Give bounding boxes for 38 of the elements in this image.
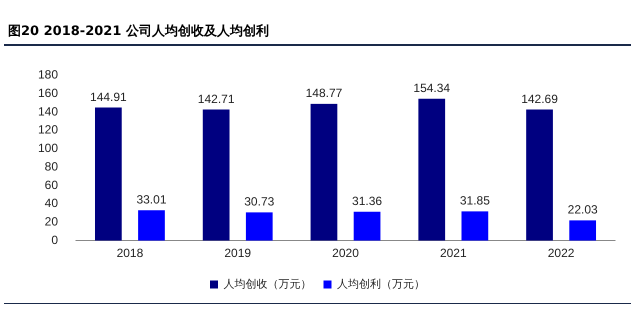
legend-label: 人均创利（万元）: [337, 277, 425, 290]
x-tick-label: 2021: [440, 246, 467, 260]
bar: [310, 104, 338, 241]
y-tick-label: 160: [38, 86, 58, 100]
data-label: 148.77: [306, 86, 343, 100]
y-tick-label: 20: [44, 214, 58, 229]
data-label: 30.73: [244, 194, 275, 209]
y-tick-label: 40: [44, 196, 58, 210]
y-tick-label: 80: [44, 159, 58, 174]
chart-title: 图20 2018-2021 公司人均创收及人均创利: [8, 23, 269, 40]
bar: [202, 109, 230, 241]
bar: [354, 212, 380, 241]
data-label: 33.01: [136, 192, 167, 207]
x-tick-label: 2022: [548, 246, 575, 260]
bar: [138, 210, 165, 241]
y-tick-label: 60: [44, 178, 58, 192]
x-tick-label: 2019: [224, 246, 252, 260]
y-tick-label: 0: [51, 232, 58, 247]
data-label: 31.36: [352, 194, 382, 208]
data-label: 142.71: [198, 92, 235, 106]
y-tick-label: 120: [38, 122, 58, 137]
data-label: 22.03: [568, 202, 598, 217]
data-label: 142.69: [521, 92, 558, 106]
bar: [569, 220, 596, 241]
x-tick-label: 2020: [332, 246, 360, 260]
y-tick-label: 180: [38, 68, 58, 82]
bar: [462, 211, 488, 241]
legend-label: 人均创收（万元）: [224, 277, 312, 290]
bar: [246, 212, 273, 241]
y-tick-label: 140: [38, 104, 58, 118]
data-label: 154.34: [413, 81, 450, 96]
x-tick-label: 2018: [116, 246, 144, 260]
bar: [526, 109, 553, 241]
bar: [94, 107, 122, 241]
y-tick-label: 100: [38, 141, 58, 156]
bar: [418, 98, 446, 241]
data-label: 31.85: [460, 194, 490, 208]
data-label: 144.91: [90, 90, 128, 104]
